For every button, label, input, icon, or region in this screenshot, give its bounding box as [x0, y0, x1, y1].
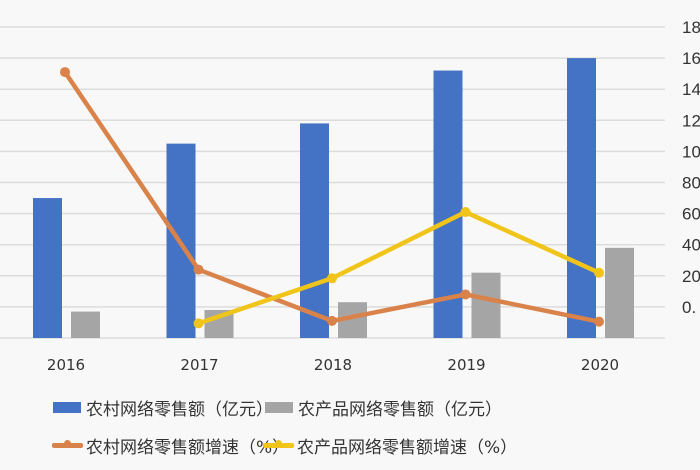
y-tick-label: 40 — [682, 236, 700, 255]
x-tick-label: 2017 — [180, 356, 218, 374]
series-line — [63, 70, 600, 324]
bar-2020 — [605, 247, 634, 338]
bar-2019 — [471, 272, 501, 338]
y-tick-label: 18 — [682, 18, 700, 37]
legend-label: 农村网络零售额增速（%） — [86, 438, 290, 458]
line-point — [193, 264, 204, 275]
legend-label: 农村网络零售额（亿元） — [86, 400, 273, 420]
legend-swatch — [53, 402, 81, 413]
legend-label: 农产品网络零售额（亿元） — [298, 400, 502, 420]
legend-swatch — [265, 402, 293, 413]
legend-swatch — [52, 440, 83, 448]
legend-item-agri-growth: 农产品网络零售额增速（%） — [263, 433, 517, 458]
legend-item-rural-retail: 农村网络零售额（亿元） — [53, 395, 273, 420]
y-tick-label: 16 — [682, 49, 700, 68]
line-point — [327, 315, 337, 326]
y-tick-label: 20 — [682, 267, 700, 286]
x-tick-label: 2019 — [447, 356, 485, 374]
y-tick-label: 10 — [682, 142, 700, 161]
bar-2020 — [567, 58, 596, 338]
y-tick-label: 80 — [682, 174, 700, 193]
series-line — [197, 209, 600, 326]
y-tick-label: 14 — [682, 80, 700, 99]
legend-item-rural-growth: 农村网络零售额增速（%） — [52, 433, 289, 458]
line-point — [594, 316, 604, 327]
line-point — [327, 273, 337, 284]
line-point — [460, 289, 471, 300]
y-tick-label: 60 — [682, 205, 700, 224]
x-tick-label: 2020 — [581, 356, 619, 374]
bar-2019 — [433, 70, 463, 338]
line-point — [594, 267, 604, 278]
y-tick-label: 12 — [682, 111, 700, 130]
y-tick-label: 0. — [682, 298, 696, 317]
line-point — [460, 207, 471, 218]
line-point — [60, 67, 70, 78]
x-tick-label: 2018 — [314, 356, 352, 374]
legend-label: 农产品网络零售额增速（%） — [297, 438, 518, 458]
bar-2016 — [33, 198, 62, 338]
legend-swatch — [263, 440, 294, 448]
legend-item-agri-retail: 农产品网络零售额（亿元） — [265, 395, 502, 420]
bar-2016 — [71, 311, 100, 338]
x-tick-label: 2016 — [47, 356, 85, 374]
bar-2018 — [300, 123, 329, 338]
line-point — [193, 318, 204, 329]
